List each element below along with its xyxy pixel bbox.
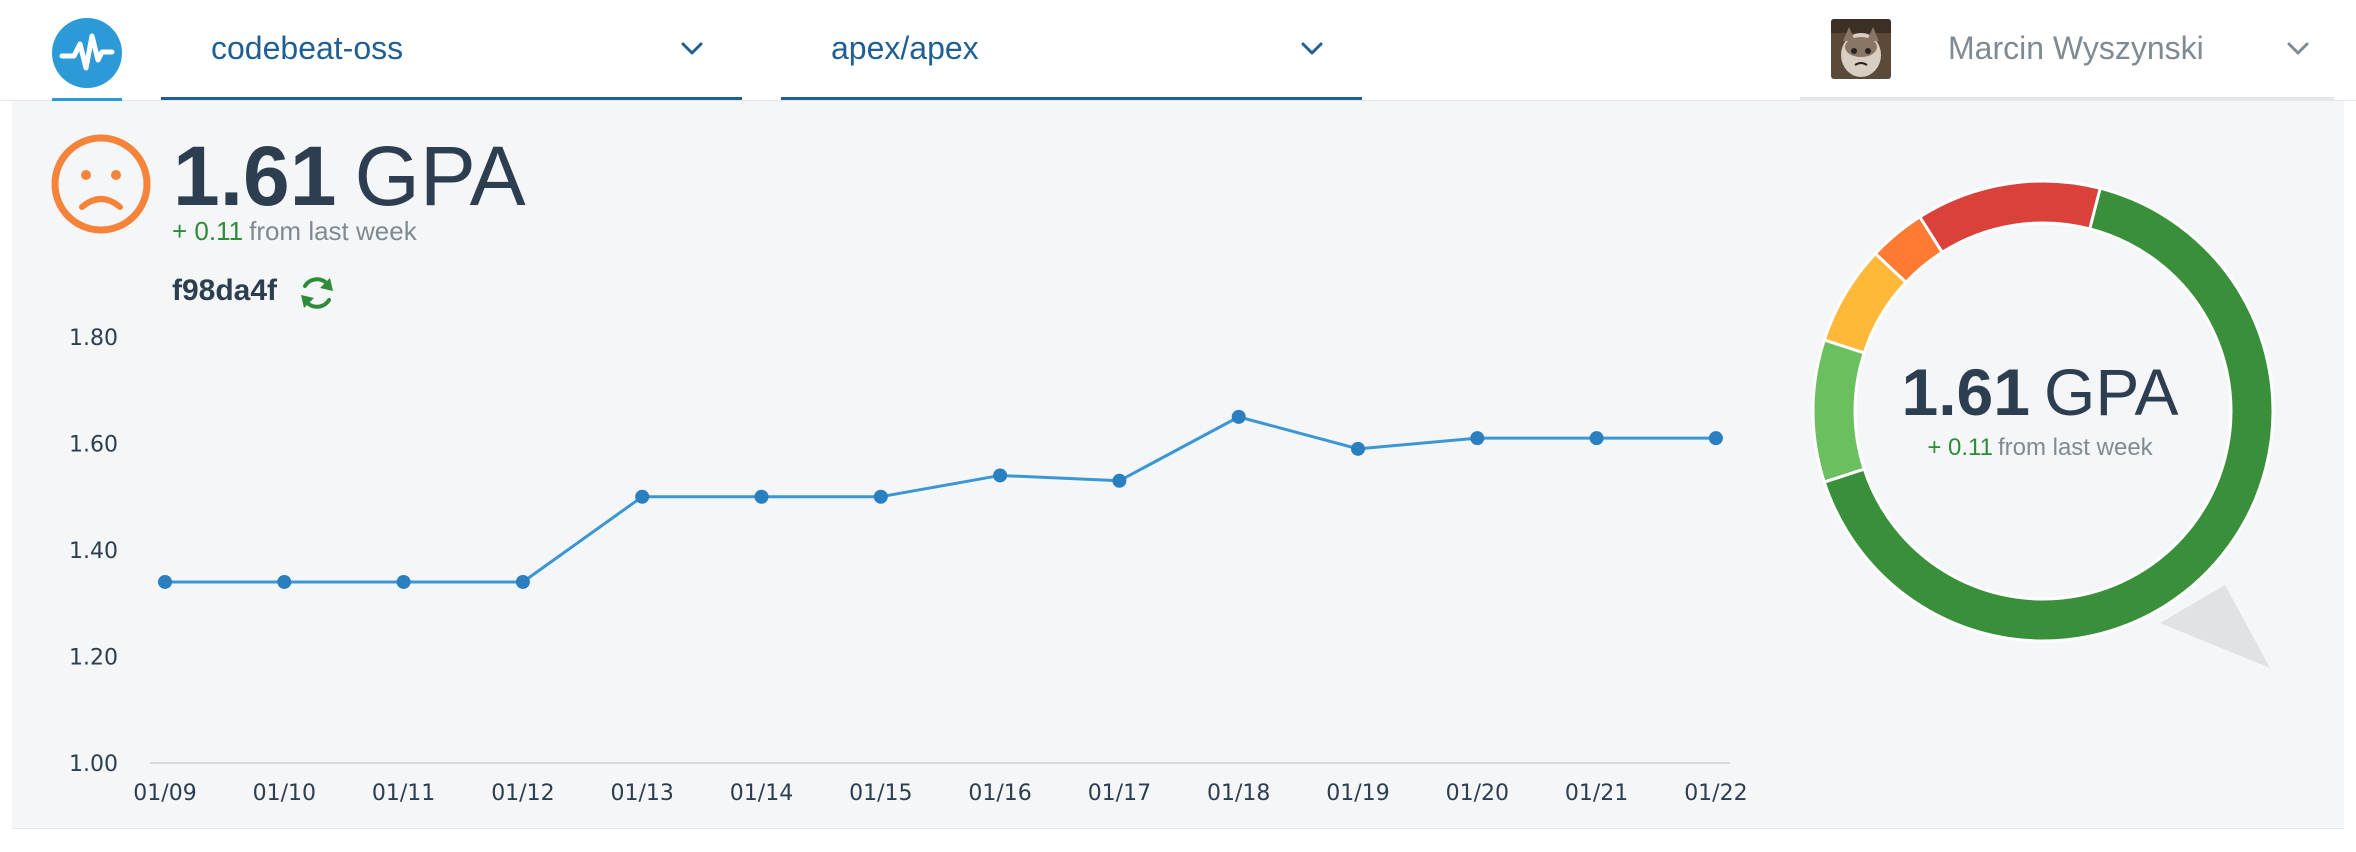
y-tick-label: 1.60 xyxy=(69,433,118,458)
data-point xyxy=(754,489,769,504)
donut-delta-suffix: from last week xyxy=(1997,434,2153,461)
donut-segment xyxy=(1811,338,1867,484)
x-tick-label: 01/18 xyxy=(1207,781,1270,806)
user-name: Marcin Wyszynski xyxy=(1948,30,2204,66)
gpa-line-chart: 1.80 1.60 1.40 1.20 1.00 01/09 01/10 01/11 01/12… xyxy=(69,326,1748,806)
x-tick-label: 01/14 xyxy=(730,781,793,806)
x-tick-label: 01/22 xyxy=(1684,781,1747,806)
data-point xyxy=(1231,409,1246,424)
y-tick-label: 1.20 xyxy=(69,646,118,671)
gpa-unit: GPA xyxy=(354,129,526,223)
donut-delta-value: + 0.11 xyxy=(1927,434,1993,461)
chevron-down-icon xyxy=(681,42,703,55)
x-tick-label: 01/10 xyxy=(253,781,316,806)
x-tick-label: 01/09 xyxy=(133,781,196,806)
data-point xyxy=(1351,441,1365,456)
refresh-icon[interactable] xyxy=(296,272,338,314)
data-point xyxy=(515,574,530,589)
data-point xyxy=(1470,431,1485,446)
data-point xyxy=(277,574,292,589)
donut-pointer xyxy=(2160,585,2270,668)
data-point xyxy=(635,489,650,504)
x-tick-label: 01/20 xyxy=(1446,781,1509,806)
gpa-score: 1.61 GPA xyxy=(173,126,526,226)
donut-segment xyxy=(1822,179,2275,643)
x-tick-label: 01/17 xyxy=(1088,781,1151,806)
x-tick-label: 01/11 xyxy=(372,781,435,806)
donut-segment xyxy=(1917,179,2103,255)
y-tick-label: 1.40 xyxy=(69,539,118,564)
series-line xyxy=(165,415,1716,584)
gpa-donut-chart xyxy=(1811,179,2275,668)
x-tick-label: 01/16 xyxy=(968,781,1031,806)
data-point xyxy=(1708,431,1723,446)
commit-sha[interactable]: f98da4f xyxy=(172,274,278,307)
data-point xyxy=(873,489,888,504)
data-point xyxy=(1112,473,1127,488)
data-point xyxy=(993,468,1008,483)
data-point xyxy=(1589,431,1604,446)
avatar[interactable] xyxy=(1831,19,1891,79)
y-tick-label: 1.00 xyxy=(69,752,118,777)
data-point xyxy=(396,574,411,589)
chevron-down-icon xyxy=(1301,42,1323,55)
app-logo-icon[interactable] xyxy=(52,18,122,88)
donut-gpa-change: + 0.11 from last week xyxy=(1890,434,2190,462)
x-tick-label: 01/21 xyxy=(1565,781,1628,806)
gpa-change: + 0.11 from last week xyxy=(172,216,417,247)
organization-select[interactable]: codebeat-oss xyxy=(161,0,742,100)
chevron-down-icon xyxy=(2287,42,2309,55)
top-bar: codebeat-oss apex/apex Marcin Wyszynski xyxy=(0,0,2356,101)
gpa-delta-value: + 0.11 xyxy=(172,216,244,246)
y-tick-label: 1.80 xyxy=(69,326,118,351)
organization-select-value: codebeat-oss xyxy=(211,30,404,66)
sad-face-icon xyxy=(51,134,151,234)
x-tick-label: 01/19 xyxy=(1326,781,1389,806)
x-tick-label: 01/15 xyxy=(849,781,912,806)
donut-gpa-unit: GPA xyxy=(2043,355,2179,429)
logo-active-indicator xyxy=(52,98,122,101)
x-tick-label: 01/13 xyxy=(610,781,673,806)
user-menu[interactable]: Marcin Wyszynski xyxy=(1800,0,2334,100)
gpa-value: 1.61 xyxy=(173,129,337,223)
donut-gpa-value: 1.61 xyxy=(1901,355,2030,429)
data-point xyxy=(158,574,172,589)
gpa-delta-suffix: from last week xyxy=(249,216,417,246)
repository-select-value: apex/apex xyxy=(831,30,979,66)
repository-select[interactable]: apex/apex xyxy=(781,0,1362,100)
x-tick-label: 01/12 xyxy=(491,781,554,806)
donut-gpa-score: 1.61 GPA xyxy=(1890,352,2190,432)
